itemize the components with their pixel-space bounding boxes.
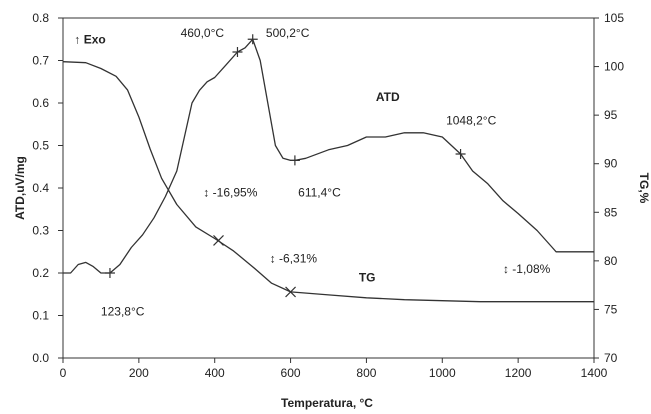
- y-left-tick-label: 0.7: [32, 54, 49, 68]
- annotation-label: 460,0°C: [181, 26, 225, 40]
- y-left-tick-label: 0.8: [32, 11, 49, 25]
- y-right-tick-label: 90: [604, 157, 618, 171]
- series-line-atd: [63, 38, 594, 274]
- markers-group: [104, 34, 466, 298]
- x-tick-label: 1400: [581, 366, 608, 380]
- y-left-tick-label: 0.6: [32, 96, 49, 110]
- y-left-tick-label: 0.2: [32, 266, 49, 280]
- y-right-tick-label: 80: [604, 254, 618, 268]
- y-right-tick-label: 85: [604, 205, 618, 219]
- atd-plus-marker: [289, 155, 300, 166]
- annotation-label: TG: [359, 271, 376, 285]
- y-right-axis-title: TG,%: [637, 173, 651, 204]
- annotation-label: ↕ -6,31%: [270, 251, 318, 265]
- atd-plus-marker: [104, 268, 115, 278]
- x-tick-label: 0: [60, 366, 67, 380]
- annotation-label: 1048,2°C: [446, 113, 497, 127]
- annotation-label: ↑ Exo: [74, 33, 105, 47]
- y-right-tick-label: 100: [604, 60, 624, 74]
- x-tick-label: 600: [281, 366, 301, 380]
- series-line-tg: [62, 61, 594, 303]
- annotation-label: 500,2°C: [266, 26, 310, 40]
- annotation-label: ↕ -16,95%: [203, 186, 257, 200]
- y-left-tick-label: 0.3: [32, 224, 49, 238]
- x-tick-label: 800: [356, 366, 376, 380]
- atd-plus-marker: [247, 34, 258, 45]
- atd-plus-marker: [455, 149, 466, 159]
- annotation-label: ATD: [376, 90, 400, 104]
- x-tick-label: 200: [129, 366, 149, 380]
- x-tick-label: 400: [205, 366, 225, 380]
- y-left-tick-label: 0.5: [32, 139, 49, 153]
- y-left-tick-label: 0.0: [32, 351, 49, 365]
- annotations-group: ↑ Exo 460,0°C 500,2°C ATD 1048,2°C ↕ -16,95% 6…: [74, 26, 550, 318]
- x-axis-title: Temperatura, °C: [281, 396, 373, 410]
- y-left-tick-label: 0.4: [32, 181, 49, 195]
- y-left-axis-title: ATD,uV/mg: [13, 156, 27, 220]
- y-right-tick-label: 95: [604, 108, 618, 122]
- y-right-tick-label: 70: [604, 351, 618, 365]
- x-tick-label: 1000: [429, 366, 456, 380]
- x-tick-label: 1200: [505, 366, 532, 380]
- y-right-tick-label: 75: [604, 302, 618, 316]
- tg-x-marker: [285, 286, 296, 298]
- annotation-label: ↕ -1,08%: [503, 262, 551, 276]
- annotation-label: 123,8°C: [101, 305, 145, 319]
- y-right-tick-label: 105: [604, 11, 624, 25]
- ticks-group: 0 200 400 600 800 1000 1200 1400 0.0 0.1 0.2 0.3 0.4…: [32, 11, 624, 380]
- tg-x-marker: [213, 235, 224, 246]
- atd-plus-marker: [232, 47, 243, 57]
- y-left-tick-label: 0.1: [32, 309, 49, 323]
- series-group: [62, 38, 594, 303]
- annotation-label: 611,4°C: [298, 186, 341, 200]
